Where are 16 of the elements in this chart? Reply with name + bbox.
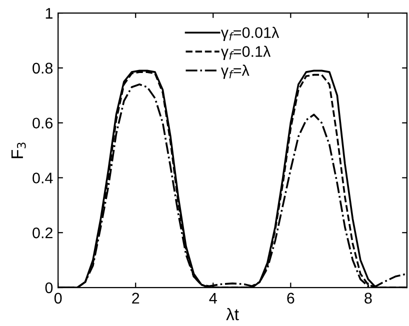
x-tick-label: 2 [132, 292, 140, 304]
y-tick-label: 1 [46, 8, 52, 19]
legend-label: γ$_{f}$=λ [220, 64, 250, 79]
x-axis-title: λt [226, 308, 239, 320]
y-axis-title: F$_{3}$ [11, 142, 26, 158]
y-tick-label: 0.6 [32, 118, 53, 129]
y-tick-label: 0.4 [32, 172, 53, 184]
x-tick-label: 4 [209, 292, 217, 304]
y-tick-label: 0.2 [32, 228, 52, 238]
legend-label: γ$_{f}$=0.1λ [220, 46, 271, 60]
y-tick-label: 0.8 [32, 62, 53, 74]
y-tick-label: 0 [45, 282, 53, 294]
x-tick-label: 6 [287, 292, 294, 304]
x-tick-label: 8 [364, 292, 372, 304]
legend-label: γ$_{f}$=0.01λ [220, 26, 280, 42]
x-tick-label: 0 [54, 292, 62, 304]
